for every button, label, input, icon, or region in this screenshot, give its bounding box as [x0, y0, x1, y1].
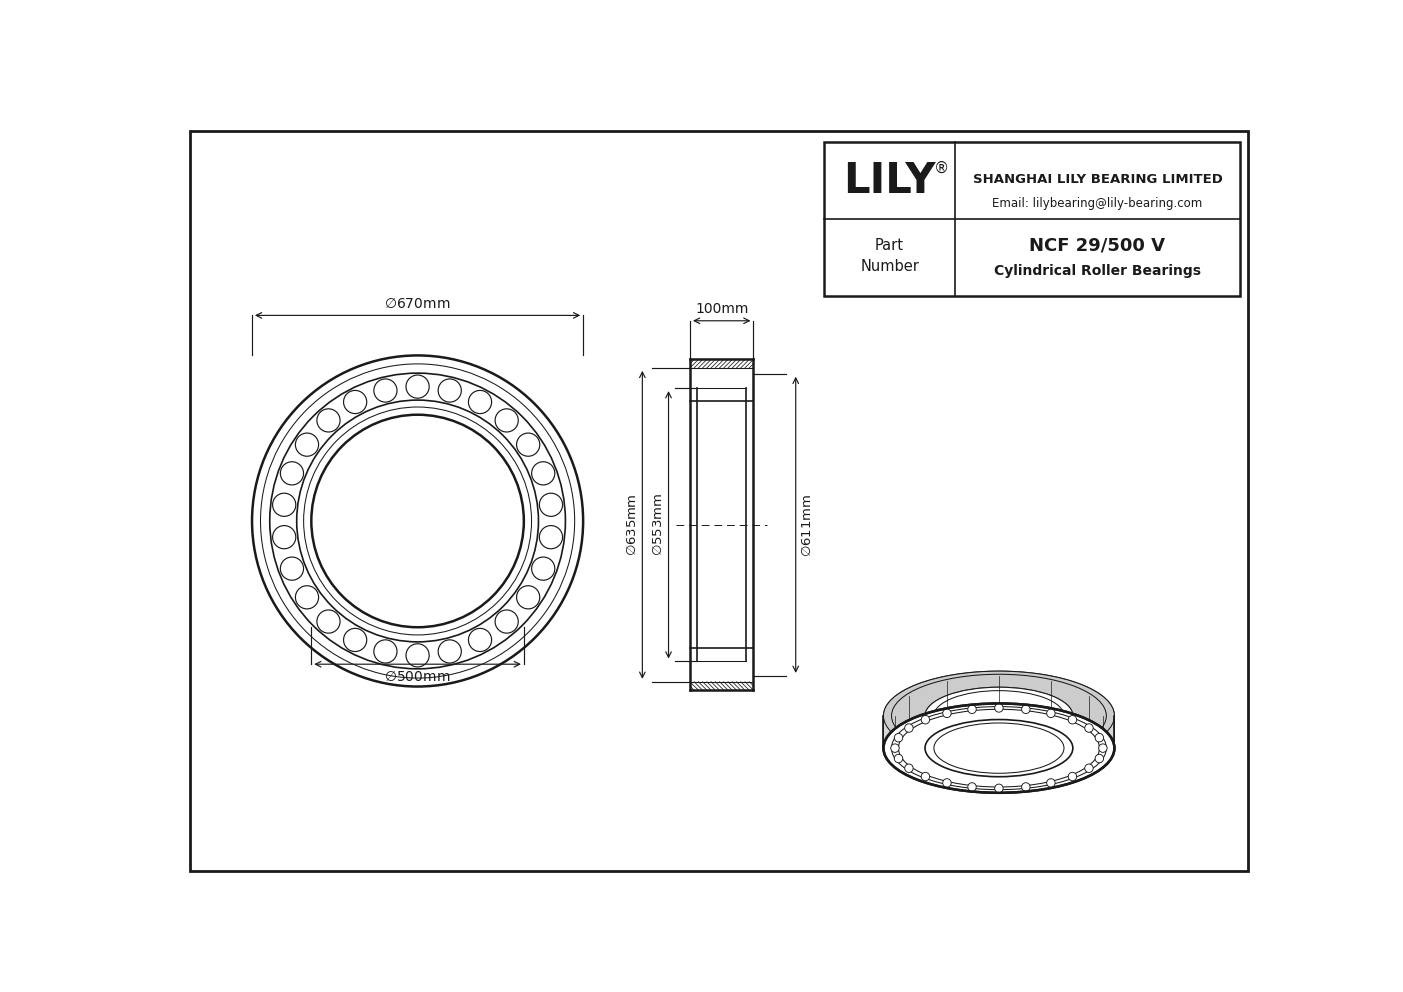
Circle shape: [1096, 733, 1104, 742]
Circle shape: [1096, 754, 1104, 763]
Circle shape: [281, 558, 303, 580]
Text: Part
Number: Part Number: [860, 238, 919, 274]
Ellipse shape: [925, 687, 1073, 744]
Circle shape: [943, 779, 951, 788]
Text: $\emptyset$670mm: $\emptyset$670mm: [384, 297, 450, 310]
Circle shape: [272, 493, 296, 517]
Circle shape: [1021, 783, 1030, 792]
Bar: [690, 359, 753, 690]
Text: LILY: LILY: [843, 161, 936, 202]
Bar: [690, 682, 753, 690]
Ellipse shape: [884, 703, 1114, 793]
Circle shape: [405, 644, 429, 667]
Polygon shape: [925, 687, 1073, 748]
Circle shape: [373, 640, 397, 663]
Circle shape: [995, 784, 1003, 793]
Text: $\emptyset$611mm: $\emptyset$611mm: [800, 493, 814, 557]
Circle shape: [968, 783, 976, 792]
Circle shape: [539, 493, 563, 517]
Text: ®: ®: [933, 161, 948, 176]
Text: Cylindrical Roller Bearings: Cylindrical Roller Bearings: [993, 265, 1201, 279]
Circle shape: [495, 409, 518, 432]
Circle shape: [1085, 764, 1093, 773]
Circle shape: [469, 391, 491, 414]
Circle shape: [922, 773, 930, 781]
Circle shape: [943, 709, 951, 717]
Circle shape: [532, 461, 554, 485]
Circle shape: [253, 355, 584, 686]
Ellipse shape: [925, 719, 1073, 777]
Circle shape: [373, 379, 397, 402]
Text: 100mm: 100mm: [694, 303, 748, 316]
Text: $\emptyset$635mm: $\emptyset$635mm: [624, 493, 638, 557]
Circle shape: [922, 715, 930, 724]
Circle shape: [405, 375, 429, 398]
Text: NCF 29/500 V: NCF 29/500 V: [1030, 236, 1166, 254]
Text: $\emptyset$500mm: $\emptyset$500mm: [384, 671, 450, 684]
Circle shape: [344, 628, 366, 652]
Circle shape: [1085, 724, 1093, 732]
Text: Email: lilybearing@lily-bearing.com: Email: lilybearing@lily-bearing.com: [992, 197, 1202, 210]
Circle shape: [516, 434, 540, 456]
Circle shape: [894, 733, 902, 742]
Circle shape: [1047, 709, 1055, 717]
Circle shape: [968, 705, 976, 713]
Circle shape: [281, 461, 303, 485]
Circle shape: [317, 610, 340, 633]
Circle shape: [469, 628, 491, 652]
Text: $\emptyset$553mm: $\emptyset$553mm: [651, 493, 665, 557]
Bar: [824, 142, 1240, 297]
Circle shape: [1047, 779, 1055, 788]
Circle shape: [495, 610, 518, 633]
Bar: [690, 359, 753, 368]
Circle shape: [296, 585, 318, 609]
Circle shape: [905, 764, 913, 773]
Circle shape: [532, 558, 554, 580]
Circle shape: [296, 434, 318, 456]
Circle shape: [891, 744, 899, 752]
Circle shape: [438, 640, 462, 663]
Text: SHANGHAI LILY BEARING LIMITED: SHANGHAI LILY BEARING LIMITED: [972, 173, 1222, 186]
Circle shape: [317, 409, 340, 432]
Circle shape: [1021, 705, 1030, 713]
Ellipse shape: [898, 709, 1100, 787]
Polygon shape: [884, 672, 1114, 748]
Circle shape: [516, 585, 540, 609]
Circle shape: [1099, 744, 1107, 752]
Circle shape: [272, 526, 296, 549]
Circle shape: [995, 703, 1003, 712]
Circle shape: [1068, 773, 1076, 781]
Circle shape: [894, 754, 902, 763]
Circle shape: [344, 391, 366, 414]
Circle shape: [539, 526, 563, 549]
Circle shape: [905, 724, 913, 732]
Ellipse shape: [884, 672, 1114, 761]
Circle shape: [438, 379, 462, 402]
Circle shape: [1068, 715, 1076, 724]
